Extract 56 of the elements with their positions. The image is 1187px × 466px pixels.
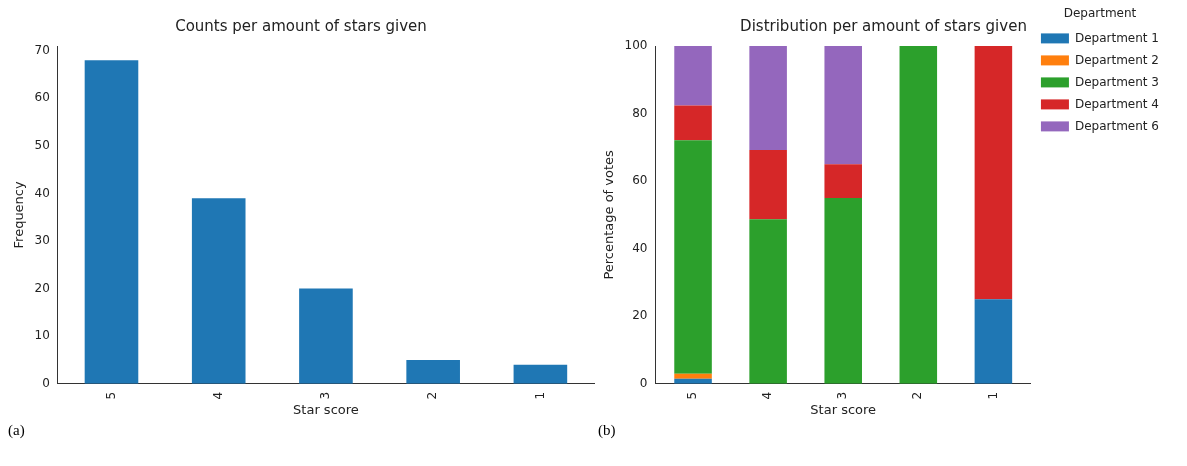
y-tick-label: 20 <box>34 280 50 295</box>
x-tick-label: 5 <box>685 391 700 400</box>
bar <box>824 46 862 165</box>
x-tick-label: 3 <box>835 391 850 400</box>
bar <box>974 46 1013 300</box>
bar <box>749 150 787 220</box>
text: (b) <box>598 422 617 439</box>
x-tick-label: 1 <box>532 391 547 400</box>
bar <box>974 299 1013 384</box>
y-tick-label: 30 <box>34 233 50 248</box>
legend-label: Department 4 <box>1074 96 1160 111</box>
bar <box>513 364 568 384</box>
bar <box>84 60 139 384</box>
y-tick-label: 40 <box>632 240 648 255</box>
bar <box>824 197 862 384</box>
bar <box>406 359 460 384</box>
y-tick-label: 20 <box>632 308 648 323</box>
y-tick-label: 70 <box>34 42 50 57</box>
x-tick-label: 4 <box>210 391 225 400</box>
chart-title: Distribution per amount of stars given <box>740 16 1027 35</box>
x-tick-label: 5 <box>103 391 118 400</box>
x-tick-label: 2 <box>910 391 925 400</box>
x-tick-label: 1 <box>985 391 1000 400</box>
x-axis-title: Star score <box>810 401 877 417</box>
legend-label: Department 3 <box>1074 74 1160 89</box>
text: (a) <box>8 422 26 439</box>
y-tick-label: 0 <box>639 375 648 390</box>
y-axis-title: Percentage of votes <box>601 149 617 280</box>
bar <box>899 46 938 384</box>
bar <box>749 46 787 151</box>
bar <box>674 140 712 374</box>
bar <box>674 46 712 106</box>
y-axis-title: Frequency <box>11 181 27 249</box>
x-tick-label: 2 <box>425 391 440 400</box>
y-tick-label: 60 <box>632 173 648 188</box>
y-tick-label: 0 <box>42 375 50 390</box>
bar <box>824 164 862 198</box>
legend-label: Department 1 <box>1074 30 1160 45</box>
bar <box>674 105 712 141</box>
legend-label: Department 2 <box>1074 52 1160 67</box>
legend-title: Department <box>1063 6 1137 21</box>
y-tick-label: 100 <box>624 38 648 53</box>
bar <box>299 288 353 384</box>
y-tick-label: 60 <box>34 90 50 105</box>
x-axis-title: Star score <box>293 401 359 417</box>
y-tick-label: 40 <box>34 185 50 200</box>
x-tick-label: 3 <box>318 391 333 400</box>
bar <box>191 198 246 384</box>
y-tick-label: 10 <box>34 328 50 343</box>
chart-title: Counts per amount of stars given <box>175 16 427 35</box>
x-tick-label: 4 <box>760 391 775 400</box>
y-tick-label: 50 <box>34 138 50 153</box>
bar <box>749 219 787 384</box>
bar <box>674 373 712 379</box>
legend-label: Department 6 <box>1074 118 1160 133</box>
y-tick-label: 80 <box>632 105 648 120</box>
